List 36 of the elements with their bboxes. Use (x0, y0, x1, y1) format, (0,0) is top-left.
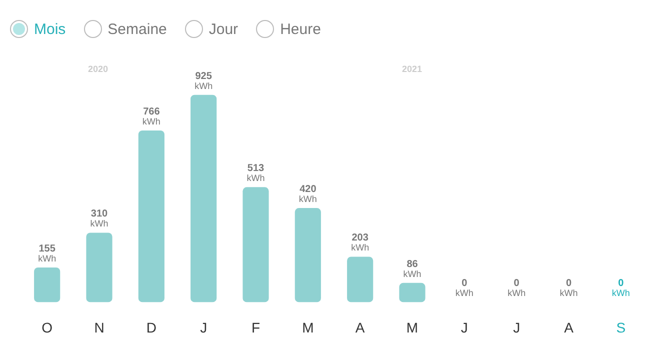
x-tick-label: J (200, 319, 208, 336)
x-tick-label: D (146, 319, 156, 336)
data-label: 0 kWh (560, 278, 578, 298)
data-label: 766 kWh (142, 106, 160, 126)
x-tick-label: J (460, 319, 468, 336)
data-label: 310 kWh (90, 208, 108, 229)
x-tick-label: A (564, 319, 574, 336)
data-label: 513 kWh (246, 163, 265, 184)
bar (190, 94, 217, 302)
data-label: 925 kWh (194, 70, 213, 91)
data-label: 86 kWh (403, 258, 422, 279)
x-tick-label: O (42, 319, 53, 336)
x-tick-label: N (94, 319, 104, 336)
bar (86, 232, 112, 302)
x-tick-label: S (616, 319, 626, 336)
data-label: 155 kWh (38, 243, 56, 264)
x-tick-label: J (513, 319, 520, 336)
x-tick-label: M (406, 319, 418, 336)
data-label: 0 kWh (455, 278, 474, 298)
bar (294, 208, 321, 302)
bar (399, 282, 426, 302)
bar (34, 267, 60, 302)
x-tick-label: F (251, 319, 260, 336)
data-label: 420 kWh (298, 184, 317, 204)
x-tick-label: A (355, 319, 366, 336)
text: Jour (208, 20, 238, 38)
bar (242, 187, 269, 302)
data-label: 0 kWh (612, 278, 630, 298)
text: Semaine (108, 20, 167, 38)
x-tick-label: M (302, 319, 314, 336)
bar (138, 130, 164, 302)
text: Mois (34, 20, 66, 38)
data-label: 203 kWh (351, 232, 370, 253)
text: Heure (280, 20, 321, 38)
bar (347, 256, 374, 302)
data-label: 0 kWh (508, 278, 526, 298)
